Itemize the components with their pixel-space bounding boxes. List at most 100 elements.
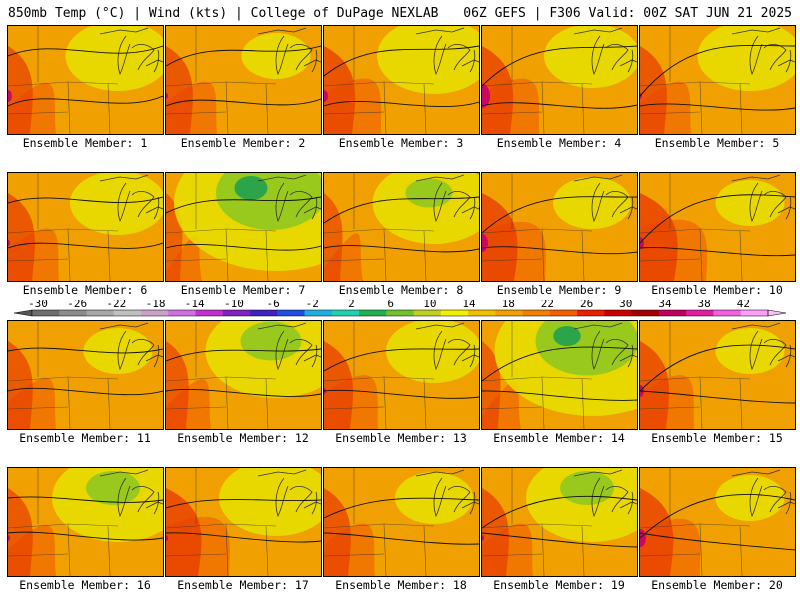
ensemble-member-map	[639, 25, 796, 135]
colorbar-tick-label: 26	[580, 300, 593, 310]
temperature-field	[640, 173, 795, 281]
temperature-field	[166, 321, 321, 429]
colorbar-tick-label: 14	[462, 300, 476, 310]
colorbar-segment	[495, 310, 524, 316]
colorbar-tick-label: 22	[541, 300, 554, 310]
great-lakes-outline	[99, 322, 163, 371]
ensemble-member-map	[323, 25, 480, 135]
colorbar-tick-label: 30	[619, 300, 632, 310]
state-boundaries	[8, 468, 119, 576]
ensemble-member-map	[639, 467, 796, 577]
colorbar-segment	[222, 310, 251, 316]
ensemble-member-map	[323, 172, 480, 282]
colorbar-segment	[440, 310, 469, 316]
temperature-field	[8, 26, 163, 134]
great-lakes-outline	[573, 469, 637, 518]
colorbar-tick-label: -6	[266, 300, 279, 310]
colorbar-segment	[686, 310, 714, 316]
colorbar-segment	[168, 310, 197, 316]
contour-lines	[8, 45, 163, 107]
colorbar-low-arrow	[13, 309, 33, 317]
great-lakes-outline	[415, 322, 479, 371]
colorbar-high-arrow	[767, 309, 787, 317]
ensemble-member-label: Ensemble Member: 3	[338, 136, 464, 150]
colorbar-segment	[250, 310, 278, 316]
ensemble-member-map	[481, 320, 638, 430]
colorbar-tick-label: 38	[698, 300, 711, 310]
colorbar-tick-label: 2	[348, 300, 355, 310]
colorbar-outline	[31, 309, 769, 317]
state-boundaries	[166, 468, 277, 576]
state-boundaries	[640, 468, 751, 576]
great-lakes-outline	[257, 174, 321, 223]
temperature-field	[166, 173, 321, 281]
ensemble-member-label: Ensemble Member: 2	[180, 136, 306, 150]
ensemble-member-label: Ensemble Member: 17	[177, 578, 309, 592]
temperature-field	[324, 26, 479, 134]
contour-lines	[324, 196, 479, 253]
state-boundaries	[482, 26, 593, 134]
ensemble-member-label: Ensemble Member: 14	[493, 431, 625, 445]
state-boundaries	[324, 26, 435, 134]
great-lakes-outline	[731, 469, 795, 518]
contour-lines	[324, 497, 479, 545]
state-boundaries	[166, 173, 277, 281]
ensemble-member-map	[7, 320, 164, 430]
contour-lines	[324, 45, 479, 108]
ensemble-member-label: Ensemble Member: 12	[177, 431, 309, 445]
great-lakes-outline	[415, 174, 479, 223]
great-lakes-outline	[415, 27, 479, 76]
temperature-field	[8, 468, 163, 576]
ensemble-member-label: Ensemble Member: 8	[338, 283, 464, 297]
great-lakes-outline	[257, 27, 321, 76]
ensemble-member-label: Ensemble Member: 5	[654, 136, 780, 150]
temperature-field	[324, 321, 479, 429]
state-boundaries	[8, 26, 119, 134]
state-boundaries	[166, 321, 277, 429]
great-lakes-outline	[731, 322, 795, 371]
temperature-field	[482, 173, 637, 281]
ensemble-member-map	[481, 172, 638, 282]
great-lakes-outline	[573, 322, 637, 371]
great-lakes-outline	[573, 27, 637, 76]
colorbar-segment	[413, 310, 442, 316]
state-boundaries	[482, 321, 593, 429]
colorbar-tick-label: -14	[185, 300, 205, 310]
state-boundaries	[324, 468, 435, 576]
great-lakes-outline	[731, 27, 795, 76]
contour-lines	[8, 496, 163, 541]
ensemble-member-label: Ensemble Member: 20	[651, 578, 783, 592]
ensemble-member-map	[165, 320, 322, 430]
contour-lines	[324, 348, 479, 399]
state-boundaries	[640, 26, 751, 134]
temperature-field	[640, 26, 795, 134]
state-boundaries	[324, 321, 435, 429]
colorbar-segment	[713, 310, 742, 316]
colorbar-tick-label: -26	[67, 300, 87, 310]
ensemble-member-map	[165, 467, 322, 577]
ensemble-member-map	[323, 320, 480, 430]
state-boundaries	[324, 173, 435, 281]
colorbar-segment	[522, 310, 551, 316]
chart-title: 850mb Temp (°C) | Wind (kts) | College o…	[8, 6, 439, 21]
contour-lines	[640, 194, 795, 257]
contour-lines	[166, 196, 321, 251]
ensemble-member-map	[323, 467, 480, 577]
colorbar-segment	[141, 310, 169, 316]
ensemble-member-label: Ensemble Member: 6	[22, 283, 148, 297]
ensemble-member-label: Ensemble Member: 9	[496, 283, 622, 297]
model-valid-time: 06Z GEFS | F306 Valid: 00Z SAT JUN 21 20…	[463, 6, 792, 21]
ensemble-member-label: Ensemble Member: 11	[19, 431, 151, 445]
great-lakes-outline	[257, 322, 321, 371]
ensemble-member-label: Ensemble Member: 15	[651, 431, 783, 445]
colorbar-segment	[577, 310, 605, 316]
temperature-field	[166, 468, 321, 576]
ensemble-member-map	[165, 25, 322, 135]
colorbar-segment	[113, 310, 142, 316]
colorbar-tick-label: -10	[224, 300, 244, 310]
ensemble-member-label: Ensemble Member: 19	[493, 578, 625, 592]
ensemble-member-map	[639, 320, 796, 430]
temperature-field	[482, 321, 637, 429]
ensemble-member-map	[639, 172, 796, 282]
colorbar-segment	[277, 310, 306, 316]
